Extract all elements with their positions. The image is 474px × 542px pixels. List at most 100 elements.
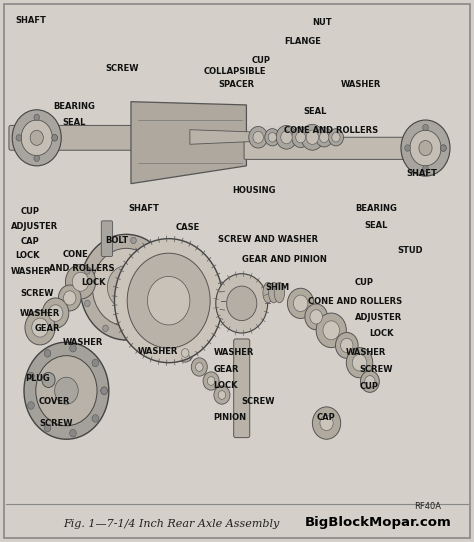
Circle shape [281, 131, 292, 144]
Circle shape [92, 248, 160, 326]
Circle shape [16, 134, 22, 141]
Circle shape [203, 372, 219, 390]
Circle shape [92, 415, 99, 422]
Text: GEAR: GEAR [35, 324, 60, 333]
Circle shape [306, 130, 319, 144]
Text: SHAFT: SHAFT [128, 204, 159, 214]
FancyBboxPatch shape [9, 125, 137, 150]
Circle shape [21, 120, 52, 156]
Circle shape [155, 254, 161, 260]
Text: GEAR: GEAR [213, 365, 239, 373]
Text: CONE AND ROLLERS: CONE AND ROLLERS [308, 297, 402, 306]
Polygon shape [190, 130, 251, 144]
Circle shape [177, 344, 193, 362]
Circle shape [34, 155, 39, 162]
Circle shape [319, 132, 329, 143]
Circle shape [207, 377, 215, 385]
Circle shape [214, 386, 230, 404]
Text: SCREW: SCREW [242, 397, 275, 406]
Text: Fig. 1—7-1/4 Inch Rear Axle Assembly: Fig. 1—7-1/4 Inch Rear Axle Assembly [63, 519, 279, 529]
Circle shape [268, 133, 276, 142]
Text: GEAR AND PINION: GEAR AND PINION [242, 255, 327, 263]
Circle shape [52, 134, 57, 141]
Circle shape [165, 284, 171, 291]
Text: LOCK: LOCK [16, 251, 40, 260]
Circle shape [108, 266, 145, 309]
Circle shape [253, 131, 264, 143]
Text: KNOCK
KNOCK: KNOCK KNOCK [328, 329, 353, 342]
Circle shape [103, 243, 109, 249]
Ellipse shape [269, 282, 279, 303]
Text: ADJUSTER: ADJUSTER [355, 313, 402, 322]
Text: WASHER: WASHER [341, 80, 381, 89]
Circle shape [27, 372, 34, 380]
Text: SEAL: SEAL [303, 107, 326, 117]
FancyBboxPatch shape [234, 339, 250, 437]
Circle shape [25, 311, 55, 345]
Text: SEAL: SEAL [63, 118, 86, 127]
FancyBboxPatch shape [244, 137, 410, 159]
Polygon shape [131, 102, 246, 184]
Text: CUP: CUP [20, 207, 39, 216]
Text: WASHER: WASHER [11, 267, 51, 275]
Text: WASHER: WASHER [346, 349, 386, 358]
Text: CUP: CUP [359, 383, 379, 391]
Circle shape [131, 331, 137, 337]
Circle shape [182, 349, 189, 357]
Circle shape [42, 298, 69, 328]
Circle shape [155, 314, 161, 321]
Text: NUT: NUT [312, 18, 332, 28]
Circle shape [72, 272, 89, 291]
Circle shape [92, 359, 99, 367]
Text: WASHER: WASHER [138, 347, 178, 357]
Circle shape [227, 286, 257, 321]
Text: SEAL: SEAL [364, 221, 388, 230]
Text: ADJUSTER: ADJUSTER [11, 222, 58, 231]
Circle shape [80, 234, 173, 340]
Circle shape [101, 387, 108, 395]
Circle shape [401, 120, 450, 176]
Circle shape [332, 133, 340, 142]
Circle shape [115, 238, 223, 363]
Circle shape [32, 318, 48, 337]
Text: RF40A: RF40A [414, 502, 441, 511]
Circle shape [440, 145, 446, 151]
Circle shape [131, 237, 137, 244]
Circle shape [12, 110, 61, 166]
Circle shape [276, 125, 297, 149]
Circle shape [405, 145, 410, 151]
Circle shape [101, 387, 108, 395]
Text: CAP: CAP [20, 237, 39, 246]
Circle shape [34, 114, 39, 120]
Circle shape [305, 304, 328, 330]
Circle shape [70, 345, 76, 352]
Text: SCREW: SCREW [359, 365, 393, 373]
Circle shape [196, 363, 203, 371]
Ellipse shape [263, 282, 273, 303]
Text: WASHER: WASHER [63, 338, 103, 347]
Circle shape [27, 402, 34, 409]
Circle shape [147, 276, 190, 325]
Text: BEARING: BEARING [53, 102, 95, 111]
Circle shape [64, 291, 76, 305]
Text: WASHER: WASHER [20, 308, 61, 318]
Circle shape [316, 127, 333, 147]
Text: DIVISION INFORMATION
SECTION (194-955): DIVISION INFORMATION SECTION (194-955) [192, 126, 282, 146]
Circle shape [103, 325, 109, 332]
Text: PLUG: PLUG [25, 375, 50, 383]
Text: CONE: CONE [63, 250, 88, 259]
Text: FLANGE: FLANGE [284, 37, 321, 46]
Text: CASE: CASE [176, 223, 200, 233]
Circle shape [352, 354, 367, 371]
Circle shape [216, 274, 268, 333]
Circle shape [24, 342, 109, 439]
Circle shape [365, 376, 375, 388]
Circle shape [44, 424, 51, 432]
Text: CUP: CUP [355, 279, 374, 287]
Text: SHAFT: SHAFT [16, 16, 46, 25]
Circle shape [320, 416, 333, 430]
Text: SCREW: SCREW [39, 418, 73, 428]
Circle shape [84, 300, 90, 307]
Text: HOUSING: HOUSING [232, 185, 276, 195]
Circle shape [440, 145, 446, 151]
